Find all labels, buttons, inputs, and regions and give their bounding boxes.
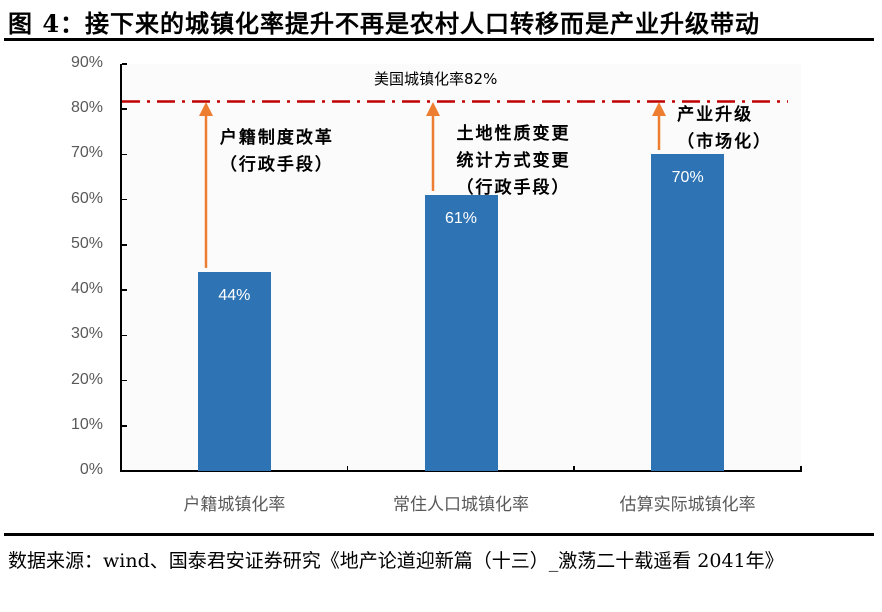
annotation-line: 土地性质变更 (456, 123, 571, 144)
x-category-label: 常住人口城镇化率 (393, 495, 529, 515)
reference-line-82 (122, 100, 788, 103)
annotation-line: （行政手段） (456, 177, 571, 198)
x-tick-mark (346, 466, 349, 471)
y-tick-label: 60% (70, 189, 103, 207)
x-category-label: 户籍城镇化率 (183, 495, 286, 515)
arrow-up-icon (652, 102, 667, 151)
bar-value-label: 44% (218, 287, 251, 305)
annotation-line: （行政手段） (219, 155, 334, 176)
annotation-line: （市场化） (677, 132, 773, 153)
figure-title: 图 4：接下来的城镇化率提升不再是农村人口转移而是产业升级带动 (8, 9, 761, 38)
y-tick-label: 20% (70, 370, 103, 388)
y-tick-label: 10% (70, 415, 103, 433)
y-tick-mark (122, 334, 127, 337)
y-tick-label: 80% (70, 99, 103, 117)
source-note: 数据来源：wind、国泰君安证券研究《地产论道迎新篇（十三）_激荡二十载遥看 2… (8, 550, 784, 572)
arrow-up-icon (198, 102, 213, 269)
annotation-line: 户籍制度改革 (219, 128, 334, 149)
x-category-label: 估算实际城镇化率 (619, 495, 756, 515)
y-tick-mark (122, 425, 127, 427)
arrow-up-icon (425, 102, 440, 192)
annotation-line: 统计方式变更 (456, 150, 571, 171)
annotation-text: 土地性质变更 统计方式变更 （行政手段） (457, 121, 571, 202)
y-tick-mark (122, 198, 127, 201)
x-tick-mark (800, 466, 802, 471)
bar-value-label: 70% (671, 169, 704, 187)
annotation-text: 户籍制度改革 （行政手段） (220, 125, 334, 179)
top-rule (4, 38, 874, 41)
y-tick-mark (122, 63, 127, 65)
y-tick-label: 30% (70, 325, 103, 343)
bar-3 (651, 154, 725, 471)
bar-2 (424, 195, 498, 471)
annotation-text: 产业升级 （市场化） (677, 102, 772, 156)
y-tick-label: 50% (70, 234, 103, 252)
y-tick-label: 70% (70, 144, 103, 162)
y-tick-mark (122, 244, 127, 246)
y-tick-label: 40% (70, 280, 103, 298)
annotation-line: 产业升级 (677, 105, 754, 126)
reference-line-label: 美国城镇化率82% (374, 70, 498, 88)
y-tick-mark (122, 108, 127, 110)
y-tick-mark (122, 153, 127, 156)
bar-value-label: 61% (444, 210, 478, 228)
bar-1 (197, 272, 271, 471)
y-axis (120, 64, 122, 472)
bottom-rule (4, 533, 874, 536)
y-tick-mark (122, 379, 127, 382)
y-tick-label: 0% (79, 461, 103, 478)
y-tick-mark (122, 289, 127, 291)
x-axis (120, 470, 802, 472)
y-tick-label: 90% (70, 54, 103, 71)
x-tick-mark (573, 466, 575, 471)
